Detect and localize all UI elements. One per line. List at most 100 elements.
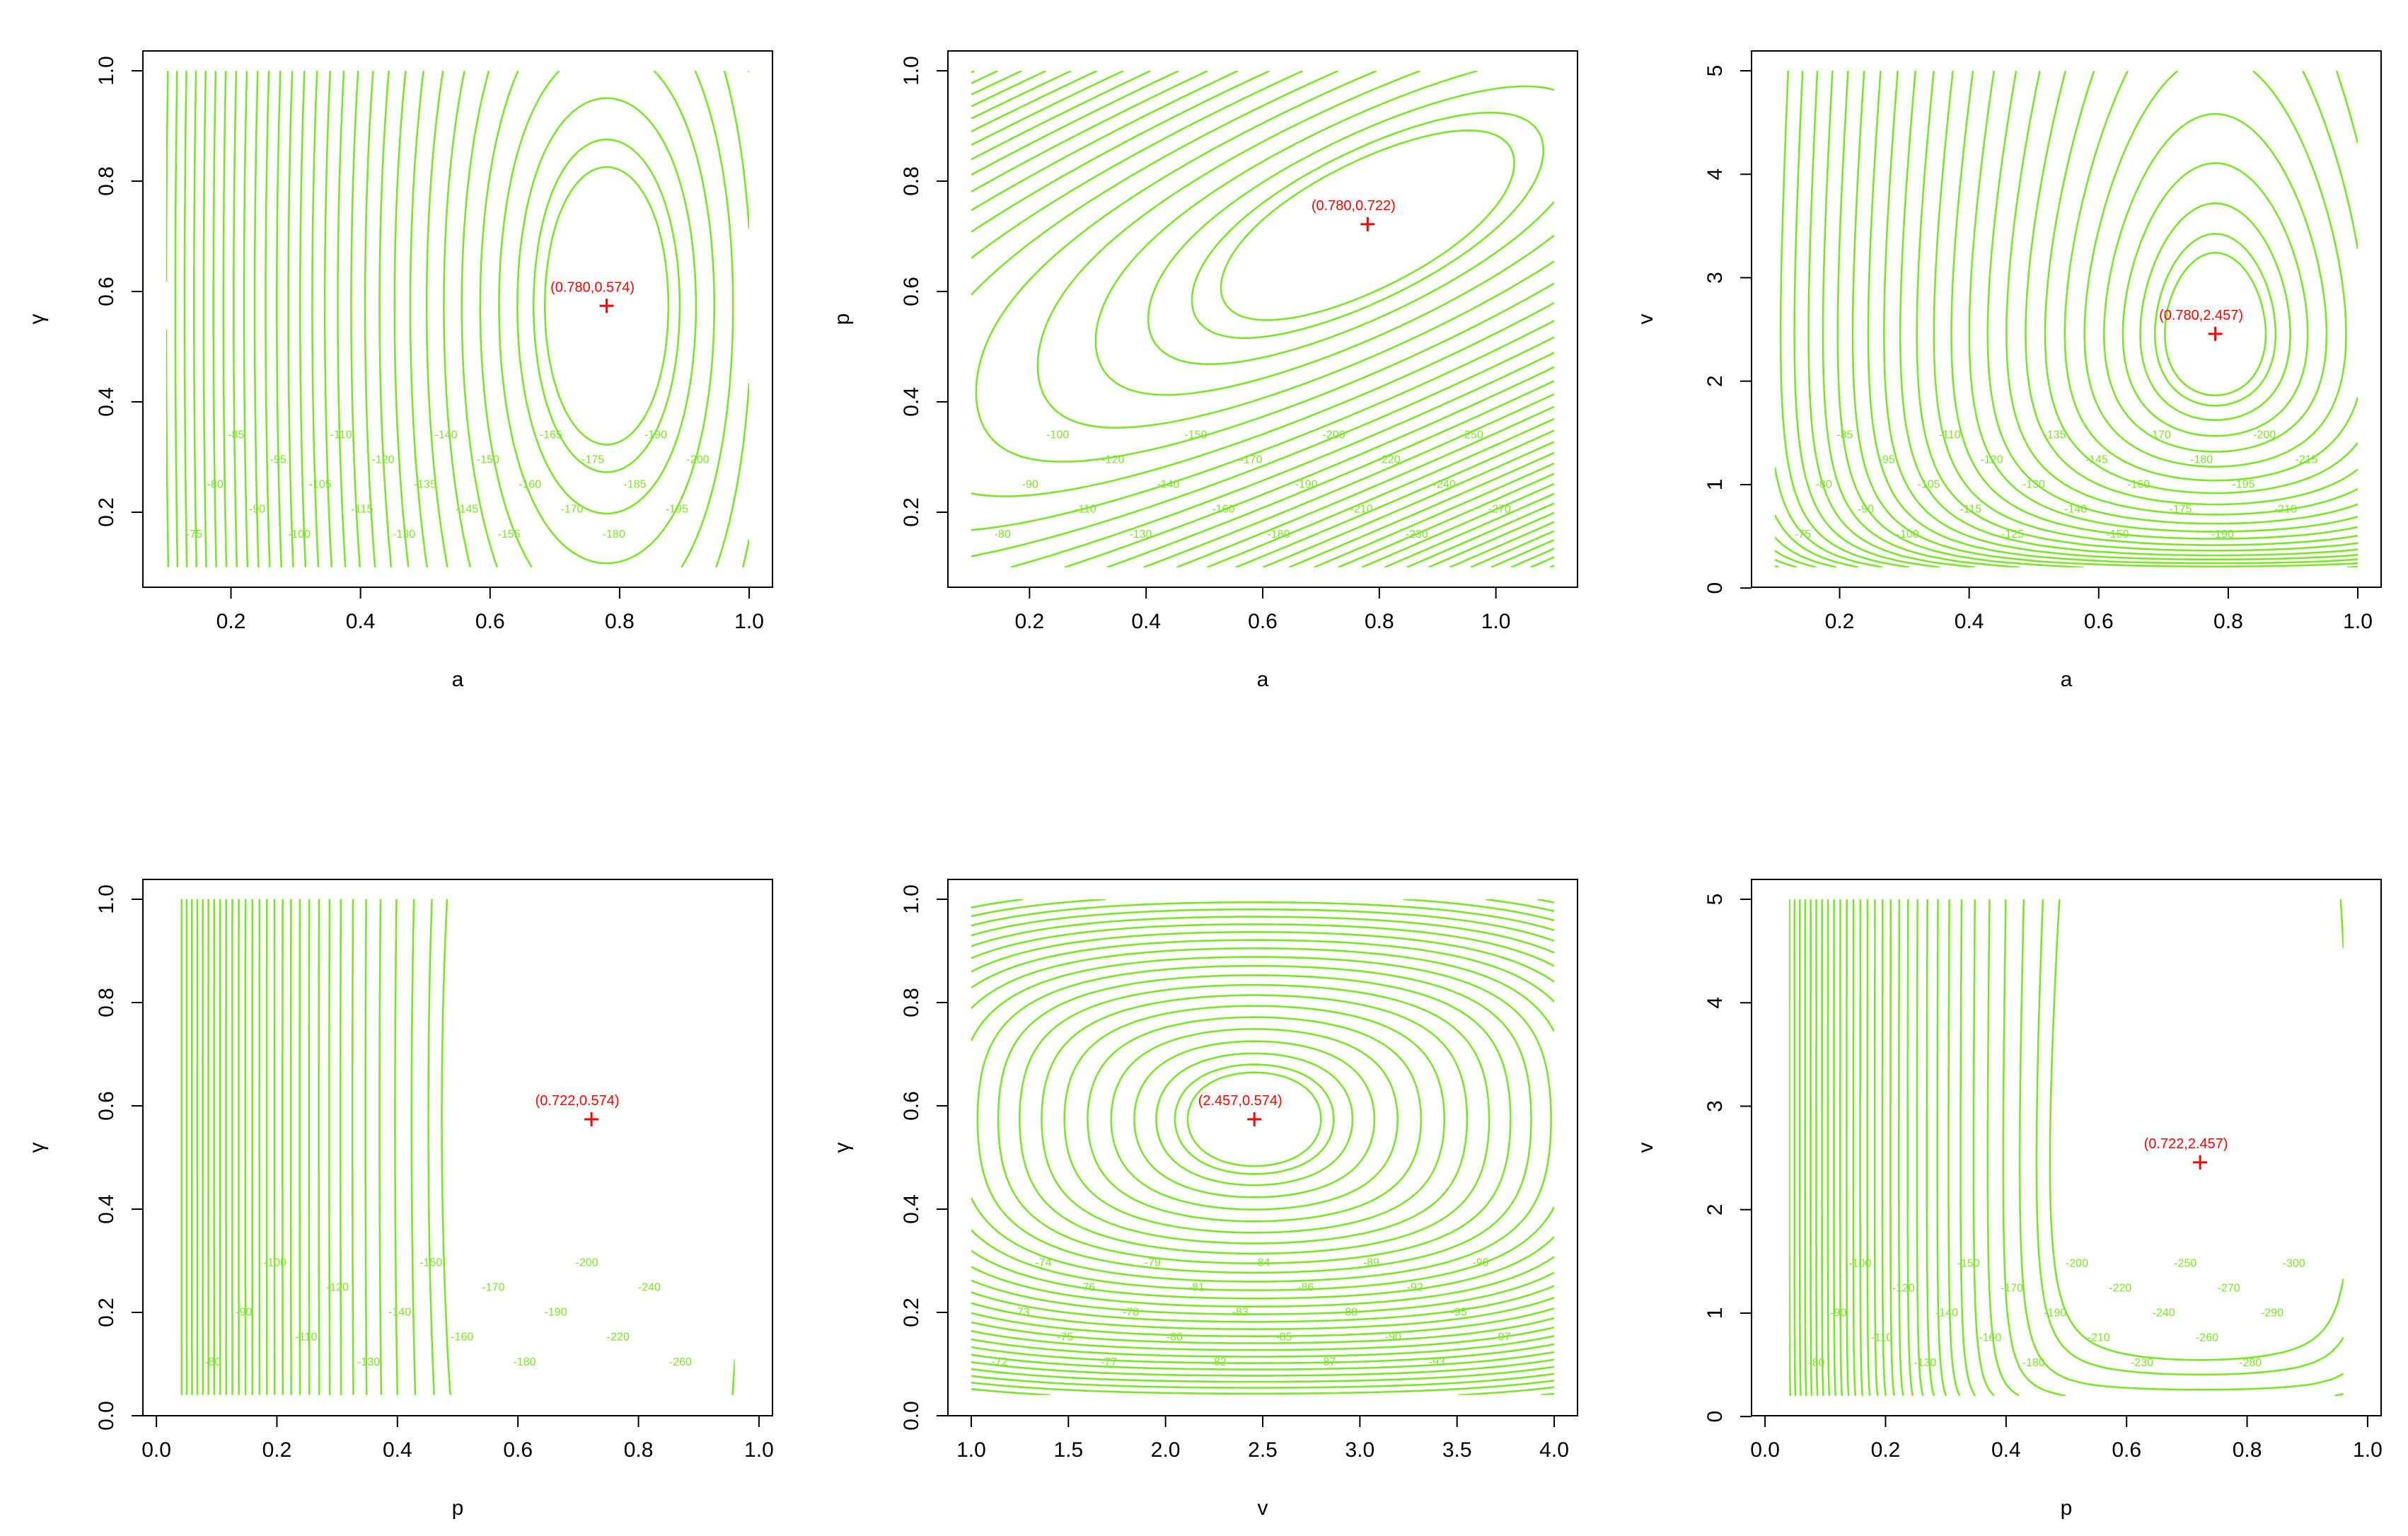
contour-line bbox=[1774, 565, 1779, 567]
contour-line bbox=[1774, 558, 1798, 567]
contour-line bbox=[183, 71, 188, 567]
contour-line bbox=[323, 71, 332, 567]
maximum-label: (0.780,0.722) bbox=[1312, 198, 1396, 214]
y-tick-label: 3 bbox=[1703, 1100, 1727, 1112]
y-tick-label: 0.4 bbox=[900, 1194, 923, 1224]
contour-label: -130 bbox=[393, 529, 415, 541]
contour-label: -130 bbox=[357, 1356, 380, 1368]
contour-line bbox=[1881, 899, 1887, 1396]
contour-label: -120 bbox=[326, 1282, 349, 1294]
contour-label: -100 bbox=[288, 529, 311, 541]
contour-line bbox=[1361, 483, 1555, 567]
contour-line bbox=[443, 71, 750, 567]
contour-label: -160 bbox=[451, 1332, 473, 1344]
x-tick-label: 0.6 bbox=[2112, 1438, 2141, 1462]
contour-line bbox=[1859, 899, 1864, 1396]
x-tick-label: 0.6 bbox=[2084, 610, 2114, 633]
contour-line bbox=[1774, 467, 1883, 567]
contour-line bbox=[1960, 899, 1976, 1396]
contour-label: -90 bbox=[1830, 1307, 1846, 1320]
contour-line bbox=[479, 71, 734, 567]
contour-label: -250 bbox=[1461, 429, 1483, 441]
contour-line bbox=[1899, 71, 2358, 557]
contour-label: -175 bbox=[2170, 504, 2192, 516]
contour-line bbox=[976, 964, 1532, 1274]
contour-label: -93 bbox=[1429, 1356, 1445, 1368]
x-tick-label: 0.4 bbox=[1131, 610, 1161, 633]
contour-label: -84 bbox=[1254, 1257, 1270, 1269]
contour-line bbox=[202, 71, 207, 567]
contour-label: -155 bbox=[498, 529, 521, 541]
contour-label: -80 bbox=[204, 1356, 221, 1368]
contour-line bbox=[1191, 111, 1545, 340]
contour-line bbox=[971, 1373, 1555, 1389]
contour-label: -80 bbox=[995, 529, 1011, 541]
x-tick-label: 0.8 bbox=[2233, 1438, 2262, 1462]
contour-label: -120 bbox=[1981, 454, 2003, 466]
contour-label: -75 bbox=[1795, 529, 1811, 541]
contour-line bbox=[1972, 899, 1995, 1396]
contour-label: -190 bbox=[644, 429, 667, 441]
contour-line bbox=[971, 899, 1555, 1351]
contour-line bbox=[1133, 1040, 1376, 1199]
contour-label: -95 bbox=[1879, 454, 1895, 466]
y-tick-label: 0.4 bbox=[95, 387, 118, 417]
contour-line bbox=[1063, 1005, 1445, 1234]
contour-line bbox=[299, 71, 307, 567]
contour-label: -85 bbox=[1836, 429, 1853, 441]
y-tick-label: 0.6 bbox=[95, 277, 118, 306]
y-tick-label: 2 bbox=[1703, 1203, 1727, 1215]
contour-label: -79 bbox=[1145, 1257, 1161, 1269]
contour-line bbox=[971, 908, 1555, 1330]
contour-label: -130 bbox=[1914, 1357, 1936, 1369]
contour-label: -190 bbox=[545, 1307, 567, 1319]
contour-line bbox=[971, 71, 1555, 567]
contour-label: -100 bbox=[1897, 529, 1919, 541]
contour-line bbox=[1490, 538, 1555, 567]
contour-lines: -75 -80 -85 -90 -95 -100 -105 -110 -115 -120 -130 -… bbox=[166, 71, 750, 567]
contour-label: -97 bbox=[1494, 1332, 1510, 1344]
contour-line bbox=[971, 916, 1555, 1323]
contour-label: -105 bbox=[309, 479, 332, 491]
contour-line bbox=[971, 1386, 1555, 1395]
contour-line bbox=[2002, 899, 2344, 1396]
contour-line bbox=[1779, 71, 1910, 567]
contour-line bbox=[233, 71, 238, 567]
contour-line bbox=[971, 923, 1555, 1315]
y-tick-label: 5 bbox=[1703, 894, 1727, 906]
y-tick-label: 3 bbox=[1703, 272, 1727, 284]
contour-label: -87 bbox=[1319, 1356, 1336, 1368]
y-tick-label: 1.0 bbox=[95, 56, 118, 86]
contour-line bbox=[337, 71, 347, 567]
contour-label: -90 bbox=[1858, 504, 1874, 516]
contour-label: -200 bbox=[2253, 429, 2276, 441]
contour-line bbox=[997, 974, 1512, 1264]
x-tick-label: 0.8 bbox=[2213, 610, 2243, 633]
y-tick-label: 0.0 bbox=[900, 1401, 923, 1431]
y-tick-label: 4 bbox=[1703, 997, 1727, 1009]
contour-line bbox=[1774, 550, 1817, 567]
y-axis-title: v bbox=[1634, 314, 1657, 325]
contour-label: -185 bbox=[624, 479, 647, 491]
x-tick-label: 3.5 bbox=[1442, 1438, 1472, 1462]
contour-label: -300 bbox=[2283, 1257, 2305, 1269]
x-tick-label: 0.2 bbox=[262, 1438, 292, 1462]
x-tick-label: 0.8 bbox=[1365, 610, 1394, 633]
contour-line bbox=[971, 1351, 1555, 1370]
contour-panel-1: -75 -80 -85 -90 -95 -100 -105 -110 -115 -120 -130 -… bbox=[25, 50, 773, 691]
x-tick-label: 1.0 bbox=[2353, 1438, 2383, 1462]
contour-label: -180 bbox=[1268, 529, 1290, 541]
contour-line bbox=[378, 899, 383, 1395]
contour-label: -130 bbox=[2022, 479, 2045, 491]
contour-label: -210 bbox=[2088, 1332, 2110, 1344]
contour-label: -130 bbox=[1129, 529, 1152, 541]
contour-label: -110 bbox=[330, 429, 352, 441]
contour-label: -220 bbox=[607, 1332, 630, 1344]
contour-label: -160 bbox=[1212, 504, 1234, 516]
contour-label: -96 bbox=[1472, 1257, 1488, 1269]
contour-label: -75 bbox=[186, 529, 202, 541]
contour-label: -110 bbox=[1871, 1332, 1893, 1344]
contour-line bbox=[364, 71, 376, 567]
contour-label: -290 bbox=[2261, 1307, 2283, 1320]
